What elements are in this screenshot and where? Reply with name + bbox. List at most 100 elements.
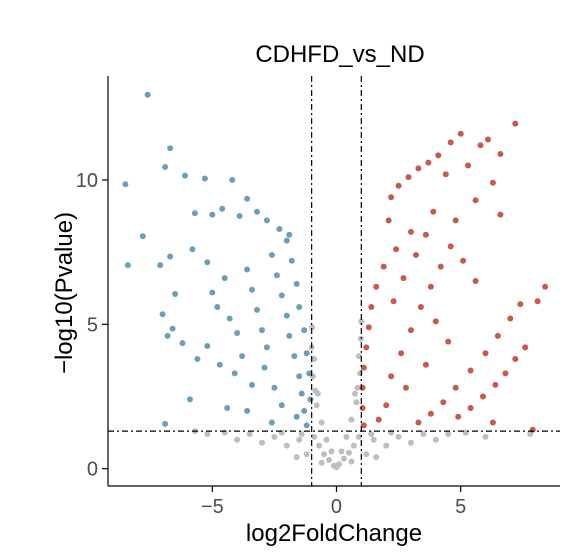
point-down bbox=[139, 233, 146, 240]
point-up bbox=[380, 263, 387, 270]
point-not-significant bbox=[321, 451, 328, 458]
point-down bbox=[144, 91, 151, 98]
point-up bbox=[455, 413, 462, 420]
point-down bbox=[214, 304, 221, 310]
point-not-significant bbox=[323, 436, 330, 443]
point-down bbox=[307, 396, 314, 403]
point-up bbox=[494, 332, 501, 339]
point-up bbox=[477, 142, 484, 149]
point-up bbox=[390, 298, 397, 305]
point-down bbox=[259, 327, 265, 334]
point-not-significant bbox=[296, 436, 303, 443]
point-up bbox=[492, 381, 499, 388]
point-down bbox=[224, 405, 231, 411]
point-down bbox=[283, 312, 290, 319]
point-not-significant bbox=[318, 459, 325, 466]
point-not-significant bbox=[408, 439, 414, 446]
point-up bbox=[415, 165, 422, 172]
point-up bbox=[442, 171, 449, 178]
point-up bbox=[452, 217, 459, 224]
x-tick-label: −5 bbox=[201, 496, 224, 518]
point-not-significant bbox=[432, 436, 439, 443]
point-down bbox=[278, 292, 285, 299]
point-up bbox=[467, 367, 474, 374]
point-not-significant bbox=[309, 324, 316, 331]
points-layer bbox=[122, 91, 549, 471]
point-not-significant bbox=[303, 451, 310, 458]
point-up bbox=[529, 426, 536, 433]
point-up bbox=[447, 139, 454, 146]
point-down bbox=[191, 210, 198, 217]
point-down bbox=[124, 262, 131, 269]
point-up bbox=[435, 152, 442, 159]
point-up bbox=[465, 162, 472, 169]
point-up bbox=[405, 174, 412, 181]
point-down bbox=[234, 330, 241, 336]
point-not-significant bbox=[328, 448, 335, 455]
point-down bbox=[303, 422, 310, 429]
point-down bbox=[254, 306, 260, 313]
point-up bbox=[440, 399, 447, 406]
point-down bbox=[244, 407, 251, 414]
point-down bbox=[167, 145, 174, 152]
point-down bbox=[167, 253, 174, 260]
point-up bbox=[472, 197, 479, 204]
point-down bbox=[306, 370, 313, 377]
x-axis-label: log2FoldChange bbox=[246, 520, 422, 547]
point-down bbox=[283, 237, 290, 244]
point-not-significant bbox=[293, 454, 300, 461]
point-up bbox=[480, 393, 486, 400]
point-down bbox=[286, 231, 293, 238]
point-not-significant bbox=[234, 436, 241, 443]
point-down bbox=[221, 275, 228, 282]
point-not-significant bbox=[370, 436, 377, 443]
x-tick-label: 0 bbox=[331, 496, 342, 518]
x-tick-label: 5 bbox=[455, 496, 466, 518]
point-up bbox=[400, 275, 407, 282]
point-not-significant bbox=[445, 431, 452, 437]
y-tick-label: 10 bbox=[76, 170, 98, 192]
point-down bbox=[209, 289, 216, 296]
point-down bbox=[276, 226, 283, 232]
point-not-significant bbox=[358, 318, 365, 325]
point-down bbox=[204, 343, 211, 349]
point-not-significant bbox=[350, 442, 357, 449]
point-down bbox=[298, 390, 305, 397]
point-up bbox=[359, 384, 366, 391]
point-up bbox=[368, 304, 375, 310]
point-up bbox=[360, 422, 367, 429]
point-up bbox=[512, 356, 519, 362]
point-up bbox=[373, 283, 380, 290]
point-not-significant bbox=[298, 431, 305, 437]
point-up bbox=[432, 318, 439, 325]
point-not-significant bbox=[318, 419, 325, 426]
point-up bbox=[430, 208, 437, 215]
point-up bbox=[497, 151, 504, 157]
point-not-significant bbox=[343, 433, 350, 440]
point-up bbox=[452, 384, 459, 391]
point-not-significant bbox=[333, 464, 340, 471]
point-down bbox=[249, 286, 255, 293]
point-down bbox=[291, 353, 298, 360]
point-down bbox=[244, 266, 251, 273]
point-down bbox=[296, 304, 303, 310]
point-up bbox=[388, 194, 395, 201]
point-down bbox=[293, 413, 300, 420]
point-down bbox=[187, 396, 193, 403]
point-down bbox=[209, 211, 216, 218]
point-not-significant bbox=[395, 433, 402, 440]
point-up bbox=[395, 182, 402, 189]
point-up bbox=[359, 405, 366, 411]
point-not-significant bbox=[348, 458, 355, 465]
point-up bbox=[517, 301, 524, 308]
point-not-significant bbox=[348, 416, 355, 423]
point-up bbox=[422, 361, 429, 368]
point-not-significant bbox=[283, 442, 290, 449]
point-not-significant bbox=[326, 457, 332, 463]
point-down bbox=[231, 370, 238, 377]
point-not-significant bbox=[278, 429, 285, 436]
y-tick-label: 0 bbox=[87, 459, 98, 481]
point-not-significant bbox=[363, 451, 370, 458]
point-down bbox=[244, 195, 251, 202]
